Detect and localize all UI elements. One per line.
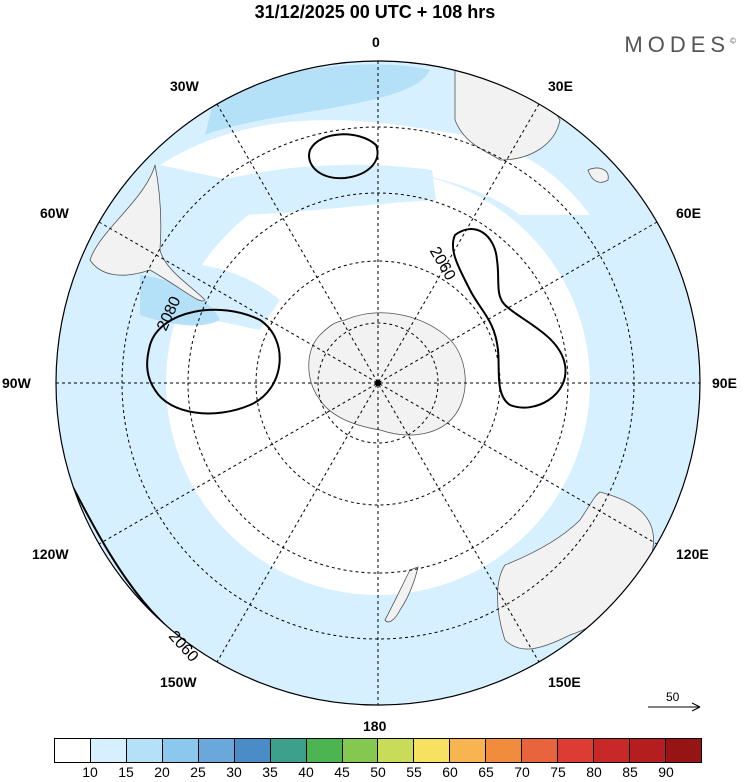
colorbar-tick-label: 30 — [226, 764, 242, 780]
south-pole-marker — [375, 380, 381, 386]
colorbar-ticks: 10 15 20 25 30 35 40 45 50 55 60 65 70 75 80 85 90 — [54, 764, 702, 782]
colorbar-tick-label: 60 — [442, 764, 458, 780]
contour-closed-north — [308, 133, 379, 180]
colorbar-segment — [306, 739, 343, 762]
antarctica-land — [308, 312, 466, 436]
colorbar-segment — [234, 739, 271, 762]
label-lon-150e: 150E — [548, 674, 581, 690]
madagascar-land — [587, 167, 609, 183]
brand-mark: © — [730, 36, 736, 46]
colorbar-tick-label: 55 — [406, 764, 422, 780]
colorbar-segment — [594, 739, 630, 762]
colorbar-tick-label: 15 — [118, 764, 134, 780]
meridians — [56, 61, 700, 705]
colorbar-tick-label: 50 — [370, 764, 386, 780]
colorbar-segment — [522, 739, 559, 762]
reference-vector: 50 — [646, 690, 706, 720]
colorbar-segment — [378, 739, 415, 762]
brand-text: MODES — [624, 32, 731, 57]
colorbar-segment — [630, 739, 666, 762]
contour-2060-east — [451, 228, 567, 409]
colorbar-segment — [414, 739, 451, 762]
wind-patch-north — [220, 164, 436, 215]
label-lon-30e: 30E — [548, 78, 573, 94]
colorbar-tick-label: 20 — [154, 764, 170, 780]
polar-map — [55, 60, 701, 706]
colorbar-tick-label: 65 — [478, 764, 494, 780]
contour-2080 — [146, 308, 281, 415]
reference-arrow-icon — [648, 702, 701, 712]
label-lon-60w: 60W — [40, 205, 69, 221]
label-lon-150w: 150W — [160, 674, 197, 690]
label-lon-90e: 90E — [712, 375, 737, 391]
colorbar-segment — [198, 739, 235, 762]
colorbar-tick-label: 90 — [658, 764, 674, 780]
colorbar-segment — [486, 739, 523, 762]
colorbar-segment — [55, 739, 91, 762]
colorbar-segment — [450, 739, 487, 762]
new-zealand-land — [384, 566, 419, 623]
colorbar-tick-label: 70 — [514, 764, 530, 780]
colorbar-tick-label: 85 — [622, 764, 638, 780]
colorbar-segment — [126, 739, 163, 762]
colorbar-segment — [162, 739, 199, 762]
label-lon-30w: 30W — [170, 78, 199, 94]
wind-patch-west — [65, 300, 160, 445]
colorbar-tick-label: 10 — [82, 764, 98, 780]
colorbar-segment — [342, 739, 379, 762]
label-lon-90w: 90W — [2, 375, 31, 391]
colorbar-segment — [270, 739, 307, 762]
colorbar-segment — [90, 739, 127, 762]
label-lon-120w: 120W — [32, 546, 69, 562]
colorbar-tick-label: 25 — [190, 764, 206, 780]
colorbar-tick-label: 45 — [334, 764, 350, 780]
brand-logo: MODES© — [624, 32, 736, 58]
colorbar — [54, 738, 702, 763]
colorbar-tick-label: 40 — [298, 764, 314, 780]
colorbar-segment — [665, 739, 701, 762]
map-boundary — [55, 60, 701, 706]
wind-strong-west — [140, 275, 220, 326]
label-lon-180: 180 — [363, 718, 387, 734]
label-lon-0: 0 — [372, 34, 380, 50]
colorbar-tick-label: 35 — [262, 764, 278, 780]
label-lon-60e: 60E — [676, 205, 701, 221]
map-title: 31/12/2025 00 UTC + 108 hrs — [254, 2, 496, 22]
colorbar-tick-label: 80 — [586, 764, 602, 780]
label-lon-120e: 120E — [676, 546, 709, 562]
colorbar-segment — [558, 739, 595, 762]
colorbar-tick-label: 75 — [550, 764, 566, 780]
reference-vector-label: 50 — [666, 690, 680, 704]
south-america-land — [89, 164, 206, 302]
